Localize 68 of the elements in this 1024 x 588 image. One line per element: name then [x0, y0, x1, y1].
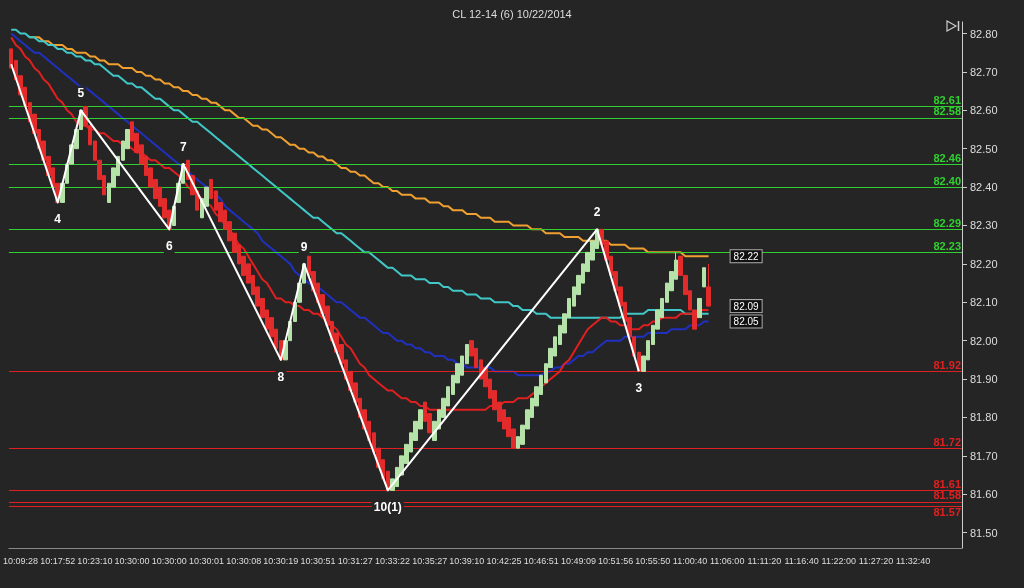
- ref-line-label: 81.72: [933, 435, 961, 448]
- ref-line-label: 81.92: [933, 358, 961, 371]
- annotation: 8: [277, 369, 285, 384]
- x-tick-label: 10:42:25: [486, 555, 522, 566]
- annotation: 7: [179, 140, 187, 155]
- y-tick-label: 81.70: [970, 449, 998, 462]
- annotation: 4: [54, 212, 62, 227]
- ref-line-label: 82.23: [933, 239, 961, 252]
- x-tick-label: 11:32:40: [895, 555, 931, 566]
- annotation: 82.05: [733, 315, 760, 327]
- candlestick: [706, 263, 711, 307]
- annotation: 10(1): [373, 500, 402, 515]
- y-tick-label: 82.60: [970, 104, 998, 117]
- x-tick-label: 10:35:27: [412, 555, 448, 566]
- y-tick-label: 81.60: [970, 488, 998, 501]
- candlestick: [702, 267, 706, 288]
- x-tick-label: 10:46:51: [523, 555, 559, 566]
- ref-line-label: 81.61: [933, 477, 961, 490]
- ref-line-label: 82.58: [933, 105, 961, 118]
- x-tick-label: 10:30:08: [226, 555, 262, 566]
- x-tick-label: 10:17:52: [40, 555, 76, 566]
- x-tick-label: 10:49:09: [560, 555, 596, 566]
- x-tick-label: 10:09:28: [2, 555, 39, 566]
- ref-line-label: 82.46: [933, 151, 961, 164]
- ref-line-label: 82.40: [933, 174, 961, 187]
- x-tick-label: 11:27:20: [858, 555, 894, 566]
- x-tick-label: 11:16:40: [784, 555, 819, 566]
- x-tick-label: 10:51:56: [598, 555, 634, 566]
- x-tick-label: 11:11:20: [747, 555, 782, 566]
- y-tick-label: 82.50: [970, 142, 998, 155]
- x-tick-label: 11:06:00: [710, 555, 745, 566]
- x-tick-label: 10:39:10: [449, 555, 485, 566]
- x-tick-label: 10:30:01: [188, 555, 224, 566]
- chart-title: CL 12-14 (6) 10/22/2014: [452, 7, 572, 20]
- x-tick-label: 10:31:27: [337, 555, 373, 566]
- annotation: 6: [165, 239, 173, 254]
- y-tick-label: 81.50: [970, 526, 998, 539]
- y-tick-label: 82.10: [970, 296, 998, 309]
- y-tick-label: 81.90: [970, 373, 998, 386]
- x-tick-label: 10:33:22: [374, 555, 410, 566]
- y-tick-label: 82.80: [970, 27, 998, 40]
- y-tick-label: 82.30: [970, 219, 998, 232]
- ref-line-label: 82.29: [933, 216, 961, 229]
- ref-line-label: 81.57: [933, 506, 961, 519]
- x-tick-label: 10:55:50: [635, 555, 671, 566]
- x-tick-label: 10:30:00: [151, 555, 187, 566]
- annotation: 3: [635, 381, 643, 396]
- x-tick-label: 11:22:00: [821, 555, 856, 566]
- annotation: 82.09: [733, 300, 760, 312]
- line-series: [10, 63, 640, 492]
- x-tick-label: 10:30:19: [263, 555, 299, 566]
- y-tick-label: 82.00: [970, 334, 998, 347]
- y-tick-label: 82.40: [970, 181, 998, 194]
- annotation: 2: [593, 205, 601, 220]
- x-tick-label: 11:00:40: [672, 555, 708, 566]
- annotation: 5: [77, 86, 85, 101]
- ref-line-label: 82.61: [933, 93, 961, 106]
- line-series: [10, 28, 710, 319]
- ref-line-label: 81.58: [933, 489, 961, 502]
- x-tick-label: 10:30:00: [114, 555, 150, 566]
- y-tick-label: 81.80: [970, 411, 998, 424]
- y-tick-label: 82.70: [970, 65, 998, 78]
- x-tick-label: 10:23:10: [77, 555, 113, 566]
- annotation: 9: [300, 239, 308, 254]
- x-tick-label: 10:30:51: [300, 555, 336, 566]
- y-tick-label: 82.20: [970, 257, 998, 270]
- annotation: 82.22: [733, 250, 760, 262]
- candlestick: [697, 297, 702, 319]
